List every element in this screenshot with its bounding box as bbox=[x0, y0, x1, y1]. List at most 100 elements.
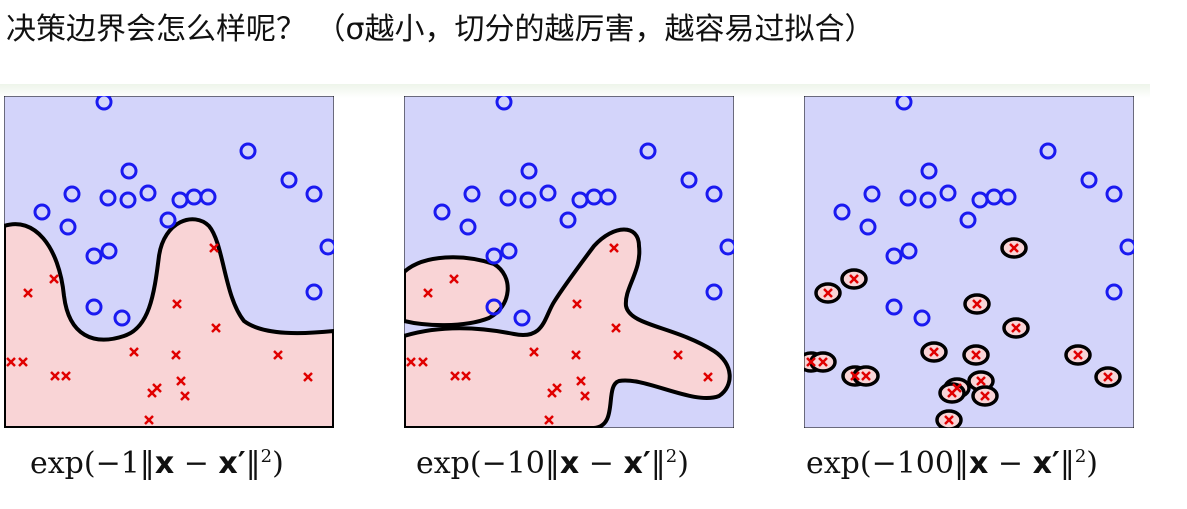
blue-circle-point bbox=[885, 298, 903, 316]
red-cross-point bbox=[818, 357, 828, 367]
blue-circle-point bbox=[95, 96, 113, 111]
red-cross-point bbox=[529, 347, 539, 357]
red-cross-point bbox=[1011, 323, 1021, 333]
red-cross-point bbox=[580, 391, 590, 401]
decision-boundary-plot-2 bbox=[404, 96, 734, 428]
red-cross-point bbox=[971, 350, 981, 360]
red-cross-point bbox=[576, 376, 586, 386]
red-cross-point bbox=[571, 350, 581, 360]
red-cross-point bbox=[303, 372, 313, 382]
red-cross-point bbox=[673, 350, 683, 360]
blue-circle-point bbox=[959, 211, 977, 229]
red-cross-point bbox=[849, 274, 859, 284]
blue-circle-point bbox=[920, 162, 938, 180]
blue-circle-point bbox=[139, 184, 157, 202]
blue-circle-point bbox=[1080, 171, 1098, 189]
red-cross-point bbox=[49, 274, 59, 284]
blue-circle-point bbox=[939, 184, 957, 202]
blue-circle-point bbox=[459, 218, 477, 236]
blue-circle-point bbox=[513, 309, 531, 327]
red-cross-point bbox=[980, 391, 990, 401]
blue-circle-point bbox=[485, 247, 503, 265]
blue-circle-point bbox=[280, 171, 298, 189]
red-cross-point bbox=[947, 388, 957, 398]
page-title: 决策边界会怎么样呢？ （σ越小，切分的越厉害，越容易过拟合） bbox=[6, 12, 875, 47]
red-cross-point bbox=[50, 371, 60, 381]
blue-circle-point bbox=[1039, 142, 1057, 160]
blue-circle-point bbox=[539, 184, 557, 202]
blue-circle-point bbox=[120, 162, 138, 180]
red-cross-point bbox=[544, 415, 554, 425]
header-underline bbox=[0, 84, 1150, 98]
red-cross-point bbox=[406, 357, 416, 367]
red-cross-point bbox=[972, 299, 982, 309]
red-cross-point bbox=[171, 350, 181, 360]
kernel-caption-3: exp(−100‖x − x′‖2) bbox=[806, 446, 1098, 481]
blue-circle-point bbox=[59, 218, 77, 236]
blue-circle-point bbox=[99, 189, 117, 207]
blue-circle-point bbox=[485, 298, 503, 316]
blue-circle-point bbox=[495, 96, 513, 111]
blue-circle-point bbox=[119, 191, 137, 209]
blue-circle-point bbox=[1119, 238, 1134, 256]
red-cross-point bbox=[1103, 372, 1113, 382]
kernel-caption-2: exp(−10‖x − x′‖2) bbox=[416, 446, 689, 481]
blue-circle-point bbox=[463, 185, 481, 203]
blue-circle-point bbox=[305, 283, 323, 301]
blue-circle-point bbox=[305, 185, 323, 203]
decision-boundary-plot-1 bbox=[4, 96, 334, 428]
red-cross-point bbox=[6, 357, 16, 367]
blue-circle-point bbox=[863, 185, 881, 203]
blue-circle-point bbox=[199, 188, 217, 206]
decision-boundary-plot-3 bbox=[804, 96, 1134, 428]
blue-circle-point bbox=[705, 283, 723, 301]
blue-circle-point bbox=[680, 171, 698, 189]
blue-circle-point bbox=[113, 309, 131, 327]
red-cross-point bbox=[611, 323, 621, 333]
red-cross-point bbox=[1073, 350, 1083, 360]
blue-circle-point bbox=[63, 185, 81, 203]
red-cross-point bbox=[450, 371, 460, 381]
blue-circle-point bbox=[519, 191, 537, 209]
red-cross-point bbox=[423, 288, 433, 298]
blue-circle-point bbox=[1105, 283, 1123, 301]
red-cross-point bbox=[61, 371, 71, 381]
blue-circle-point bbox=[100, 242, 118, 260]
blue-circle-point bbox=[1105, 185, 1123, 203]
blue-circle-point bbox=[913, 309, 931, 327]
red-cross-point bbox=[806, 357, 816, 367]
blue-circle-point bbox=[500, 242, 518, 260]
blue-circle-point bbox=[919, 191, 937, 209]
red-cross-point bbox=[129, 347, 139, 357]
red-cross-point bbox=[18, 357, 28, 367]
red-cross-point bbox=[144, 415, 154, 425]
red-cross-point bbox=[211, 323, 221, 333]
blue-circle-point bbox=[885, 247, 903, 265]
blue-circle-point bbox=[239, 142, 257, 160]
red-cross-point bbox=[547, 388, 557, 398]
red-cross-point bbox=[172, 299, 182, 309]
kernel-caption-1: exp(−1‖x − x′‖2) bbox=[30, 446, 284, 481]
red-cross-point bbox=[461, 371, 471, 381]
red-cross-point bbox=[273, 350, 283, 360]
blue-circle-point bbox=[599, 188, 617, 206]
blue-circle-point bbox=[899, 189, 917, 207]
blue-circle-point bbox=[159, 211, 177, 229]
red-cross-point bbox=[944, 415, 954, 425]
blue-circle-point bbox=[85, 247, 103, 265]
blue-circle-point bbox=[33, 203, 51, 221]
blue-circle-point bbox=[833, 203, 851, 221]
blue-circle-point bbox=[900, 242, 918, 260]
blue-circle-point bbox=[319, 238, 334, 256]
blue-circle-point bbox=[499, 189, 517, 207]
red-cross-point bbox=[861, 371, 871, 381]
red-cross-point bbox=[1009, 243, 1019, 253]
blue-circle-point bbox=[719, 238, 734, 256]
red-cross-point bbox=[180, 391, 190, 401]
red-cross-point bbox=[449, 274, 459, 284]
red-cross-point bbox=[572, 299, 582, 309]
red-cross-point bbox=[176, 376, 186, 386]
blue-circle-point bbox=[859, 218, 877, 236]
red-cross-point bbox=[418, 357, 428, 367]
blue-circle-point bbox=[705, 185, 723, 203]
